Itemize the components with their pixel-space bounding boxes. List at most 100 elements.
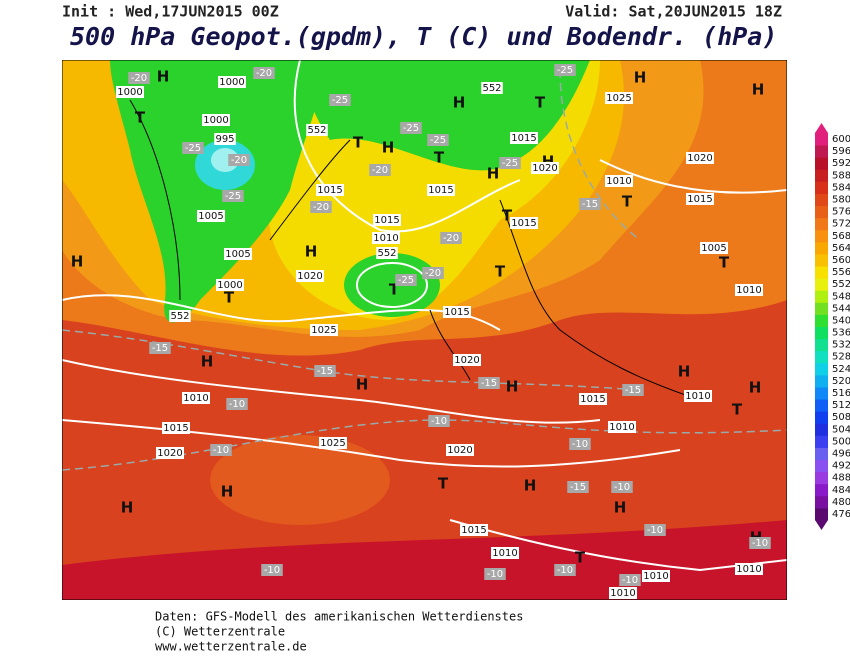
legend-swatch xyxy=(815,338,828,352)
isobar-label: 1015 xyxy=(461,525,486,536)
temperature-label: -10 xyxy=(572,439,588,450)
legend-swatch xyxy=(815,483,828,497)
label-box xyxy=(128,72,150,84)
label-box xyxy=(579,393,607,405)
label-box xyxy=(218,76,246,88)
pressure-center: T xyxy=(135,109,146,127)
legend-swatch xyxy=(815,133,828,146)
temperature-label: -10 xyxy=(487,569,503,580)
legend-swatch xyxy=(815,435,828,448)
isobar-label: 1015 xyxy=(511,218,536,229)
legend-arrow-top xyxy=(815,123,828,133)
label-box xyxy=(395,274,417,286)
isobar-label: 1005 xyxy=(198,211,223,222)
label-box xyxy=(228,154,250,166)
temperature-label: -20 xyxy=(231,155,247,166)
legend-label: 528 xyxy=(832,352,850,363)
legend-label: 576 xyxy=(832,207,850,218)
pressure-center: H xyxy=(305,243,318,261)
legend-label: 588 xyxy=(832,170,850,181)
legend-swatch xyxy=(815,411,828,424)
temperature-label: -20 xyxy=(313,202,329,213)
label-box xyxy=(605,92,633,104)
pressure-center: H xyxy=(524,477,537,495)
isobar-label: 1015 xyxy=(580,394,605,405)
label-box xyxy=(162,422,190,434)
pressure-center: H xyxy=(634,69,647,87)
temperature-label: -10 xyxy=(557,565,573,576)
pressure-center: H xyxy=(356,376,369,394)
pressure-center: H xyxy=(157,68,170,86)
isobar-label: 1010 xyxy=(609,422,634,433)
label-box xyxy=(735,563,763,575)
temperature-label: -20 xyxy=(131,73,147,84)
legend-swatch xyxy=(815,229,828,243)
isobar-label: 1020 xyxy=(454,355,479,366)
isobar-label: 552 xyxy=(482,83,501,94)
isobar-label: 1020 xyxy=(532,163,557,174)
pressure-center: H xyxy=(678,363,691,381)
isobar-label: 1000 xyxy=(203,115,228,126)
isobar-label: 1015 xyxy=(511,133,536,144)
legend-swatch xyxy=(815,181,828,194)
temperature-label: -15 xyxy=(582,199,598,210)
legend-swatch xyxy=(815,205,828,219)
isobar-label: 1005 xyxy=(701,243,726,254)
isobar-label: 1015 xyxy=(687,194,712,205)
label-box xyxy=(700,242,728,254)
legend-swatch xyxy=(815,399,828,412)
legend-swatch xyxy=(815,459,828,473)
legend-swatch xyxy=(815,253,828,267)
legend-swatch xyxy=(815,507,828,521)
label-box xyxy=(376,247,398,259)
label-box xyxy=(567,481,589,493)
isobar-label: 1005 xyxy=(225,249,250,260)
isobar-label: 1010 xyxy=(373,233,398,244)
legend-swatch xyxy=(815,266,828,279)
label-box xyxy=(427,134,449,146)
isobar-label: 1010 xyxy=(736,285,761,296)
isobar-label: 1015 xyxy=(163,423,188,434)
label-box xyxy=(202,114,230,126)
isobar-label: 1025 xyxy=(320,438,345,449)
isobar-label: 1000 xyxy=(217,280,242,291)
isobar-label: 1010 xyxy=(610,588,635,599)
temperature-label: -15 xyxy=(317,366,333,377)
temperature-label: -10 xyxy=(431,416,447,427)
label-box xyxy=(329,94,351,106)
temperature-label: -25 xyxy=(398,275,414,286)
legend-swatch xyxy=(815,193,828,207)
temperature-label: -25 xyxy=(502,158,518,169)
label-box xyxy=(226,398,248,410)
legend-label: 564 xyxy=(832,243,850,254)
label-box xyxy=(214,133,236,145)
label-box xyxy=(182,392,210,404)
temperature-label: -15 xyxy=(481,378,497,389)
label-box xyxy=(253,67,275,79)
legend-swatch xyxy=(815,157,828,170)
pressure-center: H xyxy=(749,379,762,397)
legend-swatch xyxy=(815,241,828,255)
pressure-center: H xyxy=(752,81,765,99)
isobar-label: 1010 xyxy=(643,571,668,582)
legend-label: 516 xyxy=(832,388,850,399)
label-box xyxy=(484,568,506,580)
legend-label: 600 xyxy=(832,134,850,145)
legend-label: 544 xyxy=(832,303,850,314)
pressure-center: H xyxy=(121,499,134,517)
valid-time: Valid: Sat,20JUN2015 18Z xyxy=(565,3,782,21)
label-box xyxy=(149,342,171,354)
label-box xyxy=(169,310,191,322)
isobar-label: 552 xyxy=(170,311,189,322)
label-box xyxy=(182,142,204,154)
temperature-label: -15 xyxy=(570,482,586,493)
label-box xyxy=(224,248,252,260)
label-box xyxy=(373,214,401,226)
legend-label: 532 xyxy=(832,340,850,351)
pressure-center: T xyxy=(502,207,513,225)
legend-swatch xyxy=(815,495,828,509)
label-box xyxy=(197,210,225,222)
isobar-label: 1015 xyxy=(374,215,399,226)
map-title: 500 hPa Geopot.(gpdm), T (C) und Bodendr… xyxy=(70,22,777,51)
